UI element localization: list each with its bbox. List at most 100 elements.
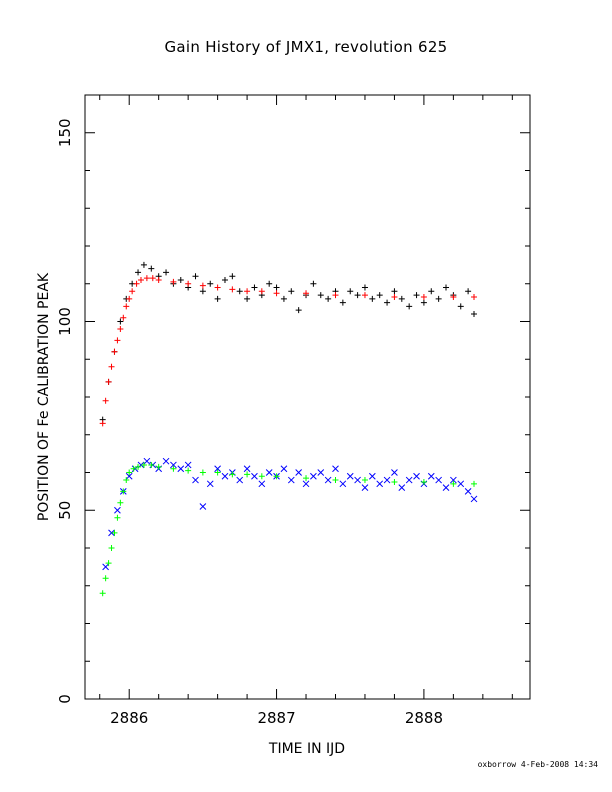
series-2 [102,457,478,571]
series-2-point [457,480,465,488]
series-0-point [135,269,142,276]
series-0-point [384,299,391,306]
series-2-point [221,472,229,480]
series-3-point [199,469,206,476]
series-2-point [339,480,347,488]
series-1-point [450,293,457,300]
series-2-point [192,476,199,484]
series-2-point [391,469,398,476]
series-0-point [317,292,324,299]
x-axis-label: TIME IN IJD [268,741,345,757]
series-0-point [391,288,398,295]
series-3-point [332,477,339,484]
plot-frame [84,94,531,700]
series-2-point [170,461,177,469]
series-2-point [427,472,435,480]
series-1-point [133,280,140,287]
series-0-point [398,295,405,302]
series-3-point [123,477,130,484]
series-0-point [251,284,258,291]
series-2-point [354,476,361,484]
series-2-point [214,465,221,473]
series-0-point [140,261,147,268]
series-0 [99,261,478,423]
series-0-point [435,295,442,302]
series-2-point [199,503,207,510]
series-2-point [177,465,185,473]
series-layer [99,261,478,597]
series-1-point [120,314,127,321]
series-2-point [442,484,450,491]
series-2-point [376,480,384,488]
series-2-point [470,495,478,503]
series-0-point [413,292,420,299]
series-2-point [236,476,244,484]
y-tick-label: 150 [56,118,74,147]
series-3-point [273,473,280,480]
series-1-point [391,293,398,300]
series-1-point [129,288,136,295]
series-2-point [368,472,376,480]
series-3-point [303,475,310,482]
series-1-point [420,293,427,300]
series-3-point [185,467,192,474]
series-0-point [420,299,427,306]
series-2-point [143,457,151,465]
series-0-point [361,284,368,291]
series-3-point [140,461,147,468]
series-1-point [108,363,115,370]
series-0-point [325,295,332,302]
series-0-point [369,295,376,302]
series-0-point [117,318,124,325]
series-3-point [117,499,124,506]
series-2-point [435,476,442,484]
series-1-point [102,397,109,404]
series-0-point [339,299,346,306]
series-2-point [265,469,273,476]
y-tick-label: 0 [56,694,74,704]
series-3-point [361,477,368,484]
series-1-point [111,348,118,355]
series-1-point [303,290,310,297]
series-2-point [383,476,391,484]
series-3-point [148,461,155,468]
series-3-point [450,480,457,487]
series-0-point [199,288,206,295]
axis-ticks [85,94,530,700]
series-1-point [105,378,112,385]
series-2-point [317,469,325,476]
series-0-point [266,280,273,287]
series-0-point [457,303,464,310]
series-3-point [229,471,236,478]
series-1-point [214,284,221,291]
series-0-point [465,288,472,295]
series-2-point [405,476,413,484]
series-3-point [99,590,106,597]
series-2-point [102,563,109,571]
series-0-point [214,295,221,302]
series-2-point [114,506,121,514]
series-0-point [428,288,435,295]
series-1-point [114,337,121,344]
series-2-point [206,480,214,488]
series-3-point [114,514,121,521]
series-1-point [117,326,124,333]
series-3-point [130,465,137,472]
series-3-point [102,575,109,582]
series-1-point [126,295,133,302]
series-2-point [162,457,170,465]
series-2-point [125,472,133,480]
series-0-point [471,310,478,317]
series-0-point [163,269,170,276]
series-2-point [287,476,295,484]
series-2-point [243,465,251,473]
series-0-point [280,295,287,302]
series-1-point [185,280,192,287]
series-2-point [324,476,332,484]
x-tick-label: 2888 [405,709,443,727]
series-1 [99,275,478,427]
series-1-point [170,278,177,285]
series-3-point [155,463,162,470]
series-2-point [464,488,472,495]
